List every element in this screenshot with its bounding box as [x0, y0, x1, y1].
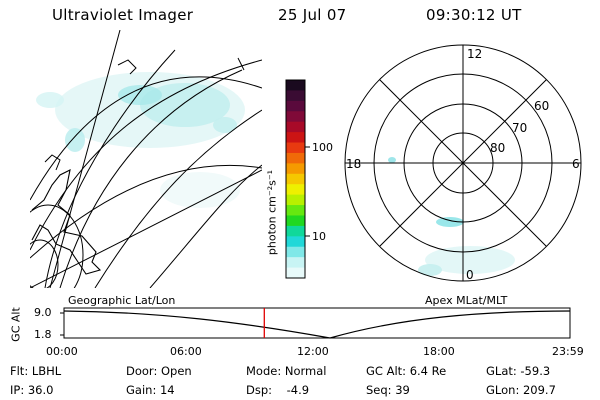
mlt-label-12: 12	[467, 47, 482, 61]
timeline-xtick-1800: 18:00	[423, 345, 455, 358]
timeline-xtick-0600: 06:00	[170, 345, 202, 358]
mlt-label-6: 6	[572, 157, 580, 171]
colorbar-cell	[286, 142, 305, 154]
observation-date: 25 Jul 07	[278, 6, 347, 24]
mlt-label-18: 18	[346, 157, 361, 171]
colorbar-tick-100: 100	[312, 141, 333, 154]
colorbar-cell	[286, 194, 305, 206]
colorbar-cell	[286, 184, 305, 196]
colorbar-cell	[286, 90, 305, 102]
seq-status: Seq: 39	[366, 383, 410, 397]
colorbar-cell	[286, 173, 305, 185]
colorbar-cell	[286, 257, 305, 269]
timeline-ytick-high: 9.0	[34, 306, 52, 319]
timeline-xtick-2359: 23:59	[552, 345, 584, 358]
altitude-curve	[63, 310, 571, 339]
polar-emission-region	[388, 157, 515, 276]
timeline-xtick-1200: 12:00	[297, 345, 329, 358]
colorbar-cell	[286, 163, 305, 175]
colorbar-cell	[286, 132, 305, 144]
colorbar-tick-10: 10	[312, 230, 326, 243]
mode-status: Mode: Normal	[246, 364, 327, 378]
glon-status: GLon: 209.7	[486, 383, 556, 397]
colorbar-cell	[286, 225, 305, 237]
colorbar-cell	[286, 246, 305, 258]
timeline-axis-label: GC Alt	[9, 307, 23, 342]
colorbar-cell	[286, 236, 305, 248]
colorbar-cell	[286, 205, 305, 216]
dsp-status: Dsp: -4.9	[246, 383, 310, 397]
ip-status: IP: 36.0	[10, 383, 54, 397]
colorbar-cell	[286, 152, 305, 164]
colorbar-cell	[286, 267, 305, 279]
mlat-label-70: 70	[512, 121, 527, 135]
instrument-title: Ultraviolet Imager	[52, 6, 194, 24]
filter-status: Flt: LBHL	[10, 364, 62, 378]
colorbar-cell	[286, 80, 305, 91]
mlat-label-60: 60	[534, 99, 549, 113]
colorbar-cell	[286, 111, 305, 123]
mlat-label-80: 80	[490, 141, 505, 155]
geographic-panel-label: Geographic Lat/Lon	[68, 294, 176, 307]
apex-panel-label: Apex MLat/MLT	[425, 294, 508, 307]
observation-time: 09:30:12 UT	[426, 6, 522, 24]
gc-alt-status: GC Alt: 6.4 Re	[366, 364, 447, 378]
timeline-xtick-0000: 00:00	[46, 345, 78, 358]
timeline-ytick-low: 1.8	[34, 328, 52, 341]
geo-emission-region	[36, 72, 245, 208]
glat-status: GLat: -59.3	[486, 364, 551, 378]
colorbar-cell	[286, 215, 305, 227]
gain-status: Gain: 14	[126, 383, 175, 397]
mlt-label-0: 0	[466, 268, 474, 282]
door-status: Door: Open	[126, 364, 192, 378]
colorbar-cell	[286, 100, 305, 112]
colorbar-cell	[286, 121, 305, 133]
